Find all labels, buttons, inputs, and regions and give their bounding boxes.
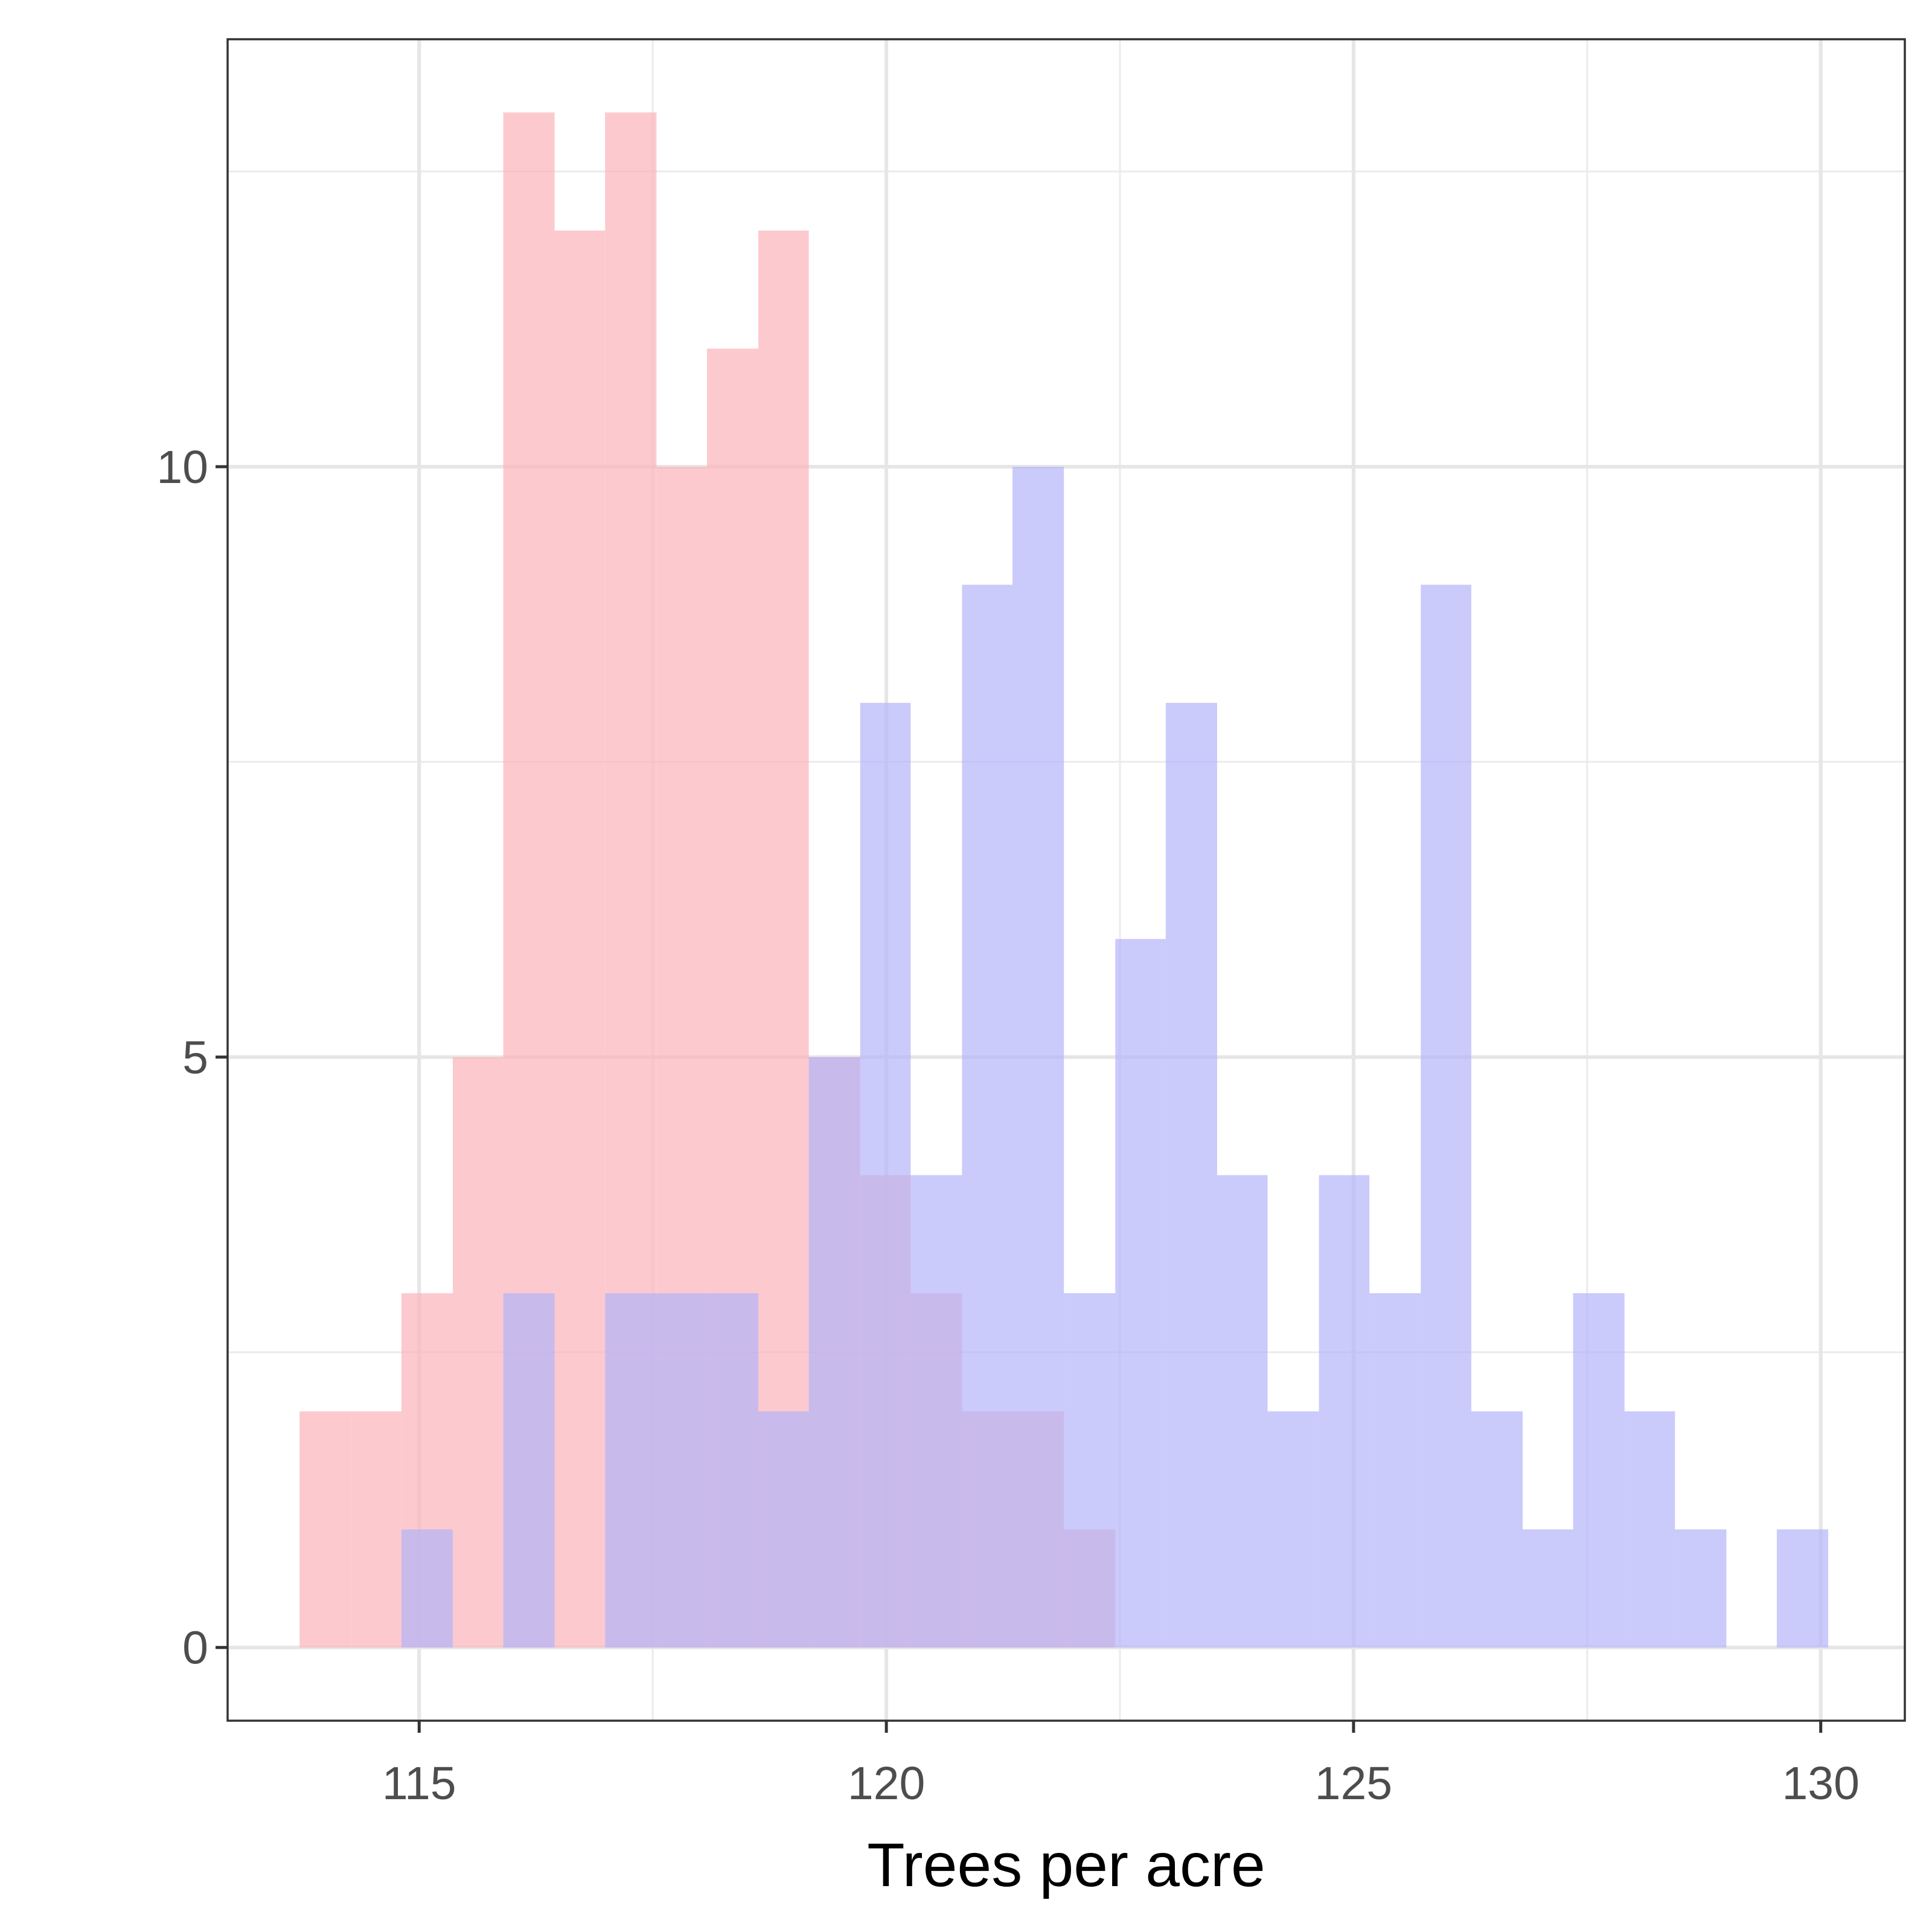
histogram-bar-series-2 [962, 584, 1013, 1648]
histogram-bar-series-2 [1776, 1529, 1829, 1648]
histogram-bar-series-2 [1115, 939, 1166, 1648]
y-tick-label: 0 [182, 1622, 208, 1674]
histogram-bar-series-2 [910, 1175, 962, 1648]
plot-panel-border [226, 38, 1906, 1722]
x-tick-label: 125 [1315, 1758, 1392, 1809]
x-tick-label: 120 [848, 1758, 925, 1809]
histogram-bar-series-2 [1523, 1529, 1573, 1648]
histogram-bar-series-2 [1573, 1293, 1625, 1648]
histogram-bar-series-2 [1165, 703, 1217, 1648]
histogram-bar-series-2 [656, 1293, 707, 1648]
histogram-bar-series-1 [452, 1057, 504, 1648]
histogram-bar-series-1 [554, 230, 606, 1648]
x-tick-label: 130 [1782, 1758, 1859, 1809]
histogram-bar-series-2 [1267, 1411, 1319, 1648]
y-tick-label: 10 [156, 441, 208, 493]
histogram-bar-series-2 [1012, 466, 1064, 1648]
histogram-bar-series-2 [503, 1293, 555, 1648]
histogram-bar-series-2 [1471, 1411, 1523, 1648]
histogram-bar-series-2 [401, 1529, 453, 1648]
bars [299, 112, 1829, 1648]
histogram-bar-series-2 [860, 703, 911, 1648]
histogram-bar-series-2 [1675, 1529, 1727, 1648]
x-axis-title: Trees per acre [867, 1831, 1265, 1899]
histogram-bar-series-2 [706, 1293, 759, 1648]
axis-ticks [216, 465, 1823, 1733]
tick-labels: 115 120 125 130 0 5 10 [156, 441, 1860, 1809]
histogram-bar-series-2 [1217, 1175, 1268, 1648]
x-tick-label: 115 [382, 1758, 456, 1809]
histogram-bar-series-2 [1319, 1175, 1370, 1648]
histogram-bar-series-2 [808, 1057, 860, 1648]
y-tick-label: 5 [182, 1032, 208, 1084]
histogram-bar-series-2 [1064, 1293, 1116, 1648]
histogram-bar-series-1 [351, 1411, 401, 1648]
histogram-bar-series-2 [1369, 1293, 1421, 1648]
histogram-bar-series-2 [1624, 1411, 1675, 1648]
histogram-bar-series-2 [1421, 584, 1471, 1648]
histogram-bar-series-2 [758, 1411, 809, 1648]
histogram-bar-series-1 [299, 1411, 351, 1648]
histogram-bar-series-2 [605, 1293, 657, 1648]
